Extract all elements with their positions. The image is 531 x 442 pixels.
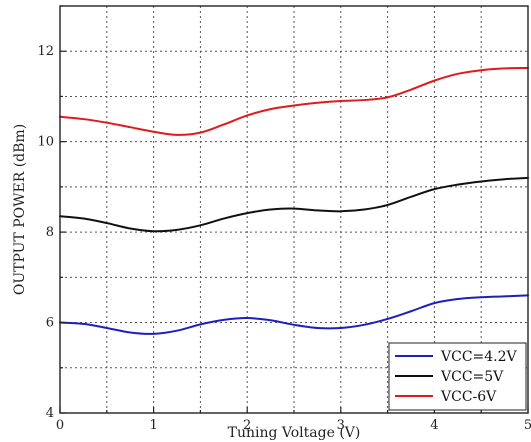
- x-tick-label: 4: [430, 418, 438, 433]
- x-tick-label: 2: [243, 418, 251, 433]
- y-tick-label: 4: [46, 406, 54, 421]
- y-tick-label: 10: [37, 135, 54, 150]
- x-tick-labels: 0 1 2 3 4 5: [56, 418, 531, 433]
- x-tick-label: 0: [56, 418, 64, 433]
- series-line-2: [59, 176, 529, 233]
- legend-label: VCC=4.2V: [440, 349, 518, 365]
- y-tick-label: 12: [37, 44, 54, 59]
- y-tick-label: 6: [46, 316, 54, 331]
- x-tick-label: 3: [337, 418, 345, 433]
- y-tick-label: 8: [46, 225, 54, 240]
- series-layer: [59, 66, 529, 335]
- y-axis-label: OUTPUT POWER (dBm): [12, 124, 28, 295]
- x-tick-label: 1: [149, 418, 157, 433]
- x-axis-label: Tuning Voltage (V): [228, 425, 361, 441]
- legend: VCC=4.2V VCC=5V VCC-6V: [388, 342, 527, 411]
- ticks: [59, 5, 529, 414]
- legend-label: VCC-6V: [440, 389, 497, 405]
- y-tick-labels: 4 6 8 10 12: [37, 44, 54, 421]
- x-tick-label: 5: [524, 418, 531, 433]
- series-line-3: [59, 66, 529, 136]
- series-line-1: [59, 294, 529, 335]
- legend-label: VCC=5V: [440, 369, 504, 385]
